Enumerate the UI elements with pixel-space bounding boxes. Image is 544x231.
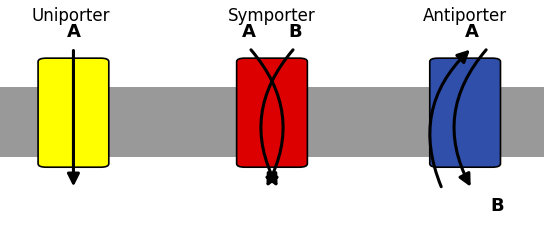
Text: B: B: [288, 23, 302, 41]
FancyBboxPatch shape: [38, 59, 109, 167]
Text: A: A: [465, 23, 479, 41]
Text: Antiporter: Antiporter: [423, 7, 507, 25]
FancyBboxPatch shape: [237, 59, 307, 167]
Text: A: A: [242, 23, 256, 41]
Text: Symporter: Symporter: [228, 7, 316, 25]
Text: Uniporter: Uniporter: [32, 7, 110, 25]
Bar: [0, 88, 544, 157]
Text: A: A: [66, 23, 81, 41]
FancyBboxPatch shape: [430, 59, 500, 167]
Text: B: B: [491, 197, 504, 215]
